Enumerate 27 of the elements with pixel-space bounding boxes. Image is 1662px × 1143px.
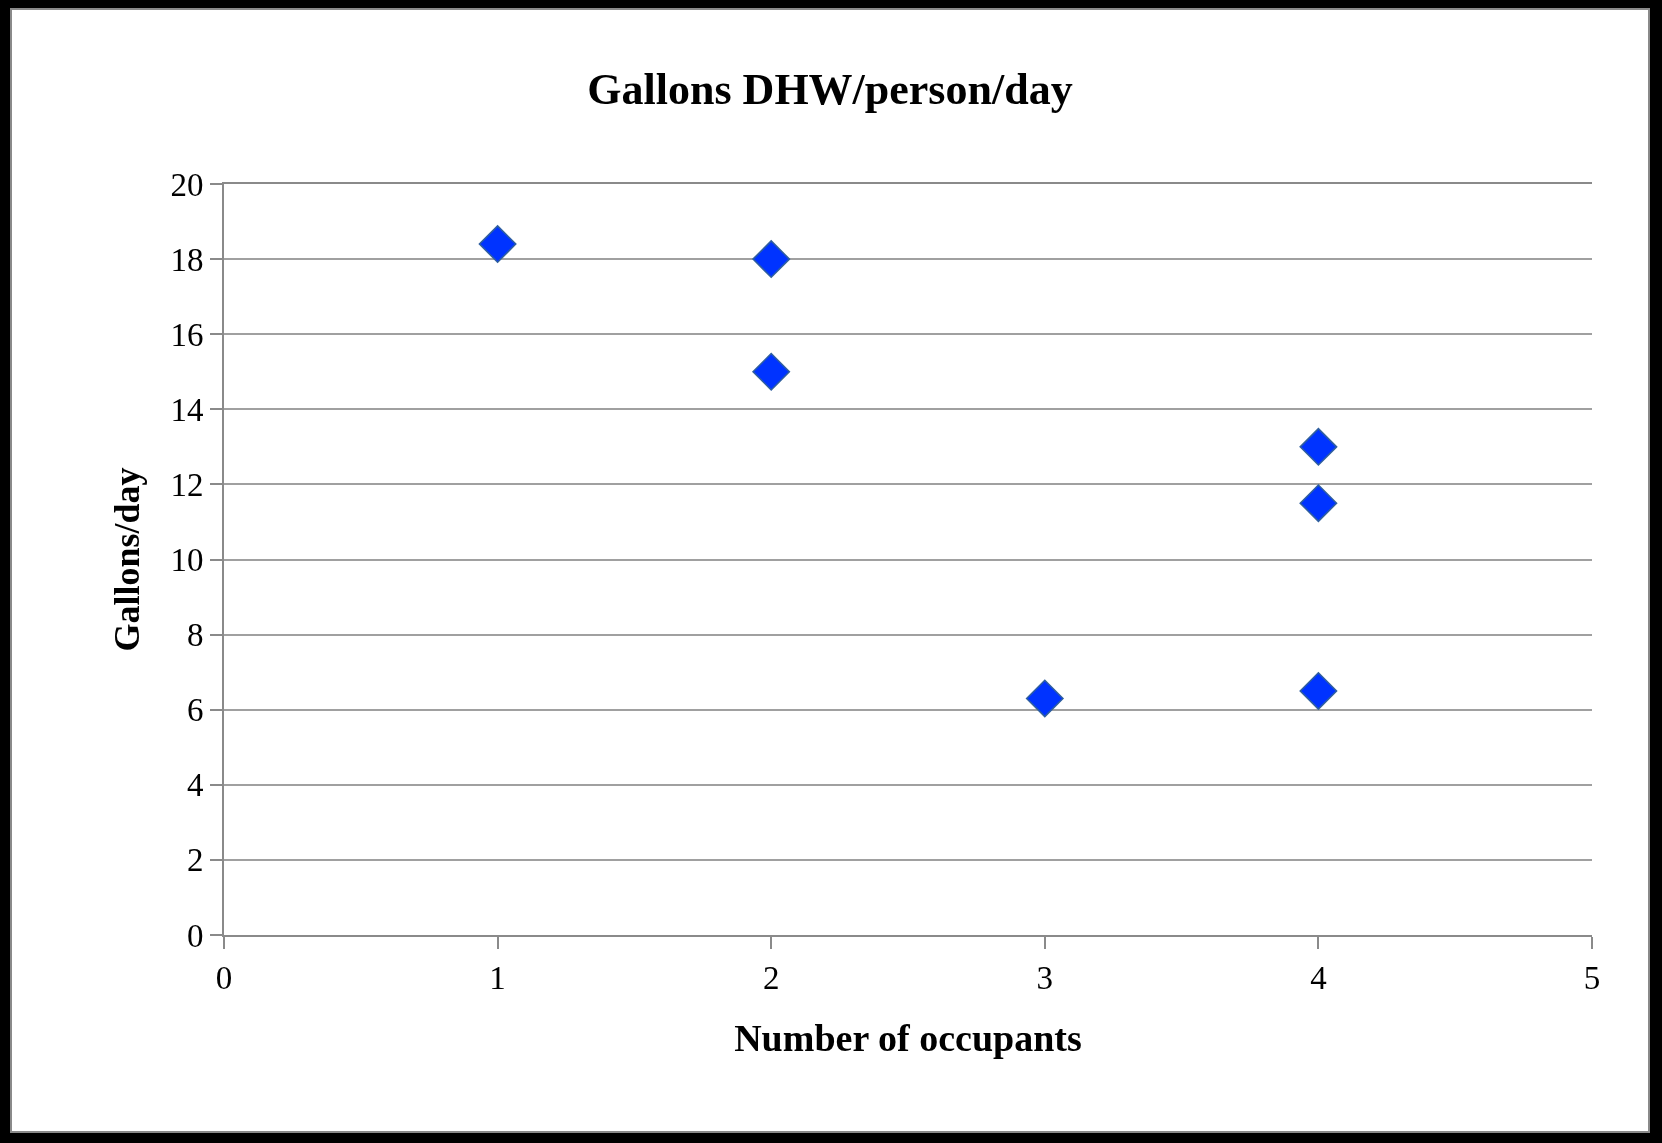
y-tick-label: 0 bbox=[186, 917, 204, 954]
x-tick-label: 0 bbox=[215, 959, 233, 996]
x-tick-label: 3 bbox=[1036, 959, 1054, 996]
y-tick-label: 10 bbox=[170, 542, 204, 579]
y-axis-title: Gallons/day bbox=[106, 467, 147, 652]
y-tick-label: 18 bbox=[170, 241, 204, 278]
y-tick-label: 8 bbox=[186, 617, 204, 654]
point bbox=[752, 352, 791, 391]
y-tick-label: 14 bbox=[170, 391, 204, 428]
point bbox=[1299, 427, 1338, 466]
point bbox=[1025, 679, 1064, 718]
y-tick-label: 6 bbox=[186, 692, 204, 729]
point bbox=[752, 240, 791, 279]
x-axis-title: Number of occupants bbox=[734, 1017, 1082, 1060]
y-tick-label: 2 bbox=[186, 842, 204, 879]
point bbox=[1299, 671, 1338, 710]
point bbox=[1299, 484, 1338, 523]
y-tick-label: 20 bbox=[170, 166, 204, 203]
point bbox=[478, 225, 517, 264]
y-tick-label: 12 bbox=[170, 466, 204, 503]
x-tick-label: 2 bbox=[762, 959, 780, 996]
x-tick-label: 1 bbox=[489, 959, 506, 996]
y-tick-label: 4 bbox=[186, 767, 204, 804]
chart-title: Gallons DHW/person/day bbox=[587, 64, 1073, 114]
x-tick-label: 4 bbox=[1310, 959, 1327, 996]
x-tick-label: 5 bbox=[1583, 959, 1601, 996]
y-tick-label: 16 bbox=[170, 316, 204, 353]
